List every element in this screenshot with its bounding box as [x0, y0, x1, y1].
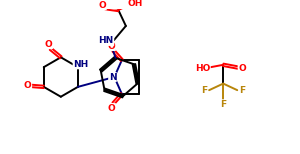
Text: F: F: [220, 100, 226, 109]
Text: OH: OH: [128, 0, 143, 8]
Text: HO: HO: [195, 64, 210, 73]
Text: N: N: [109, 73, 116, 81]
Text: O: O: [238, 64, 246, 73]
Text: O: O: [45, 40, 52, 49]
Text: O: O: [98, 1, 106, 10]
Text: O: O: [108, 42, 116, 51]
Text: NH: NH: [73, 60, 88, 69]
Text: O: O: [108, 103, 116, 113]
Text: HN: HN: [98, 36, 114, 45]
Text: F: F: [201, 86, 208, 95]
Text: O: O: [24, 81, 32, 90]
Text: F: F: [239, 86, 245, 95]
